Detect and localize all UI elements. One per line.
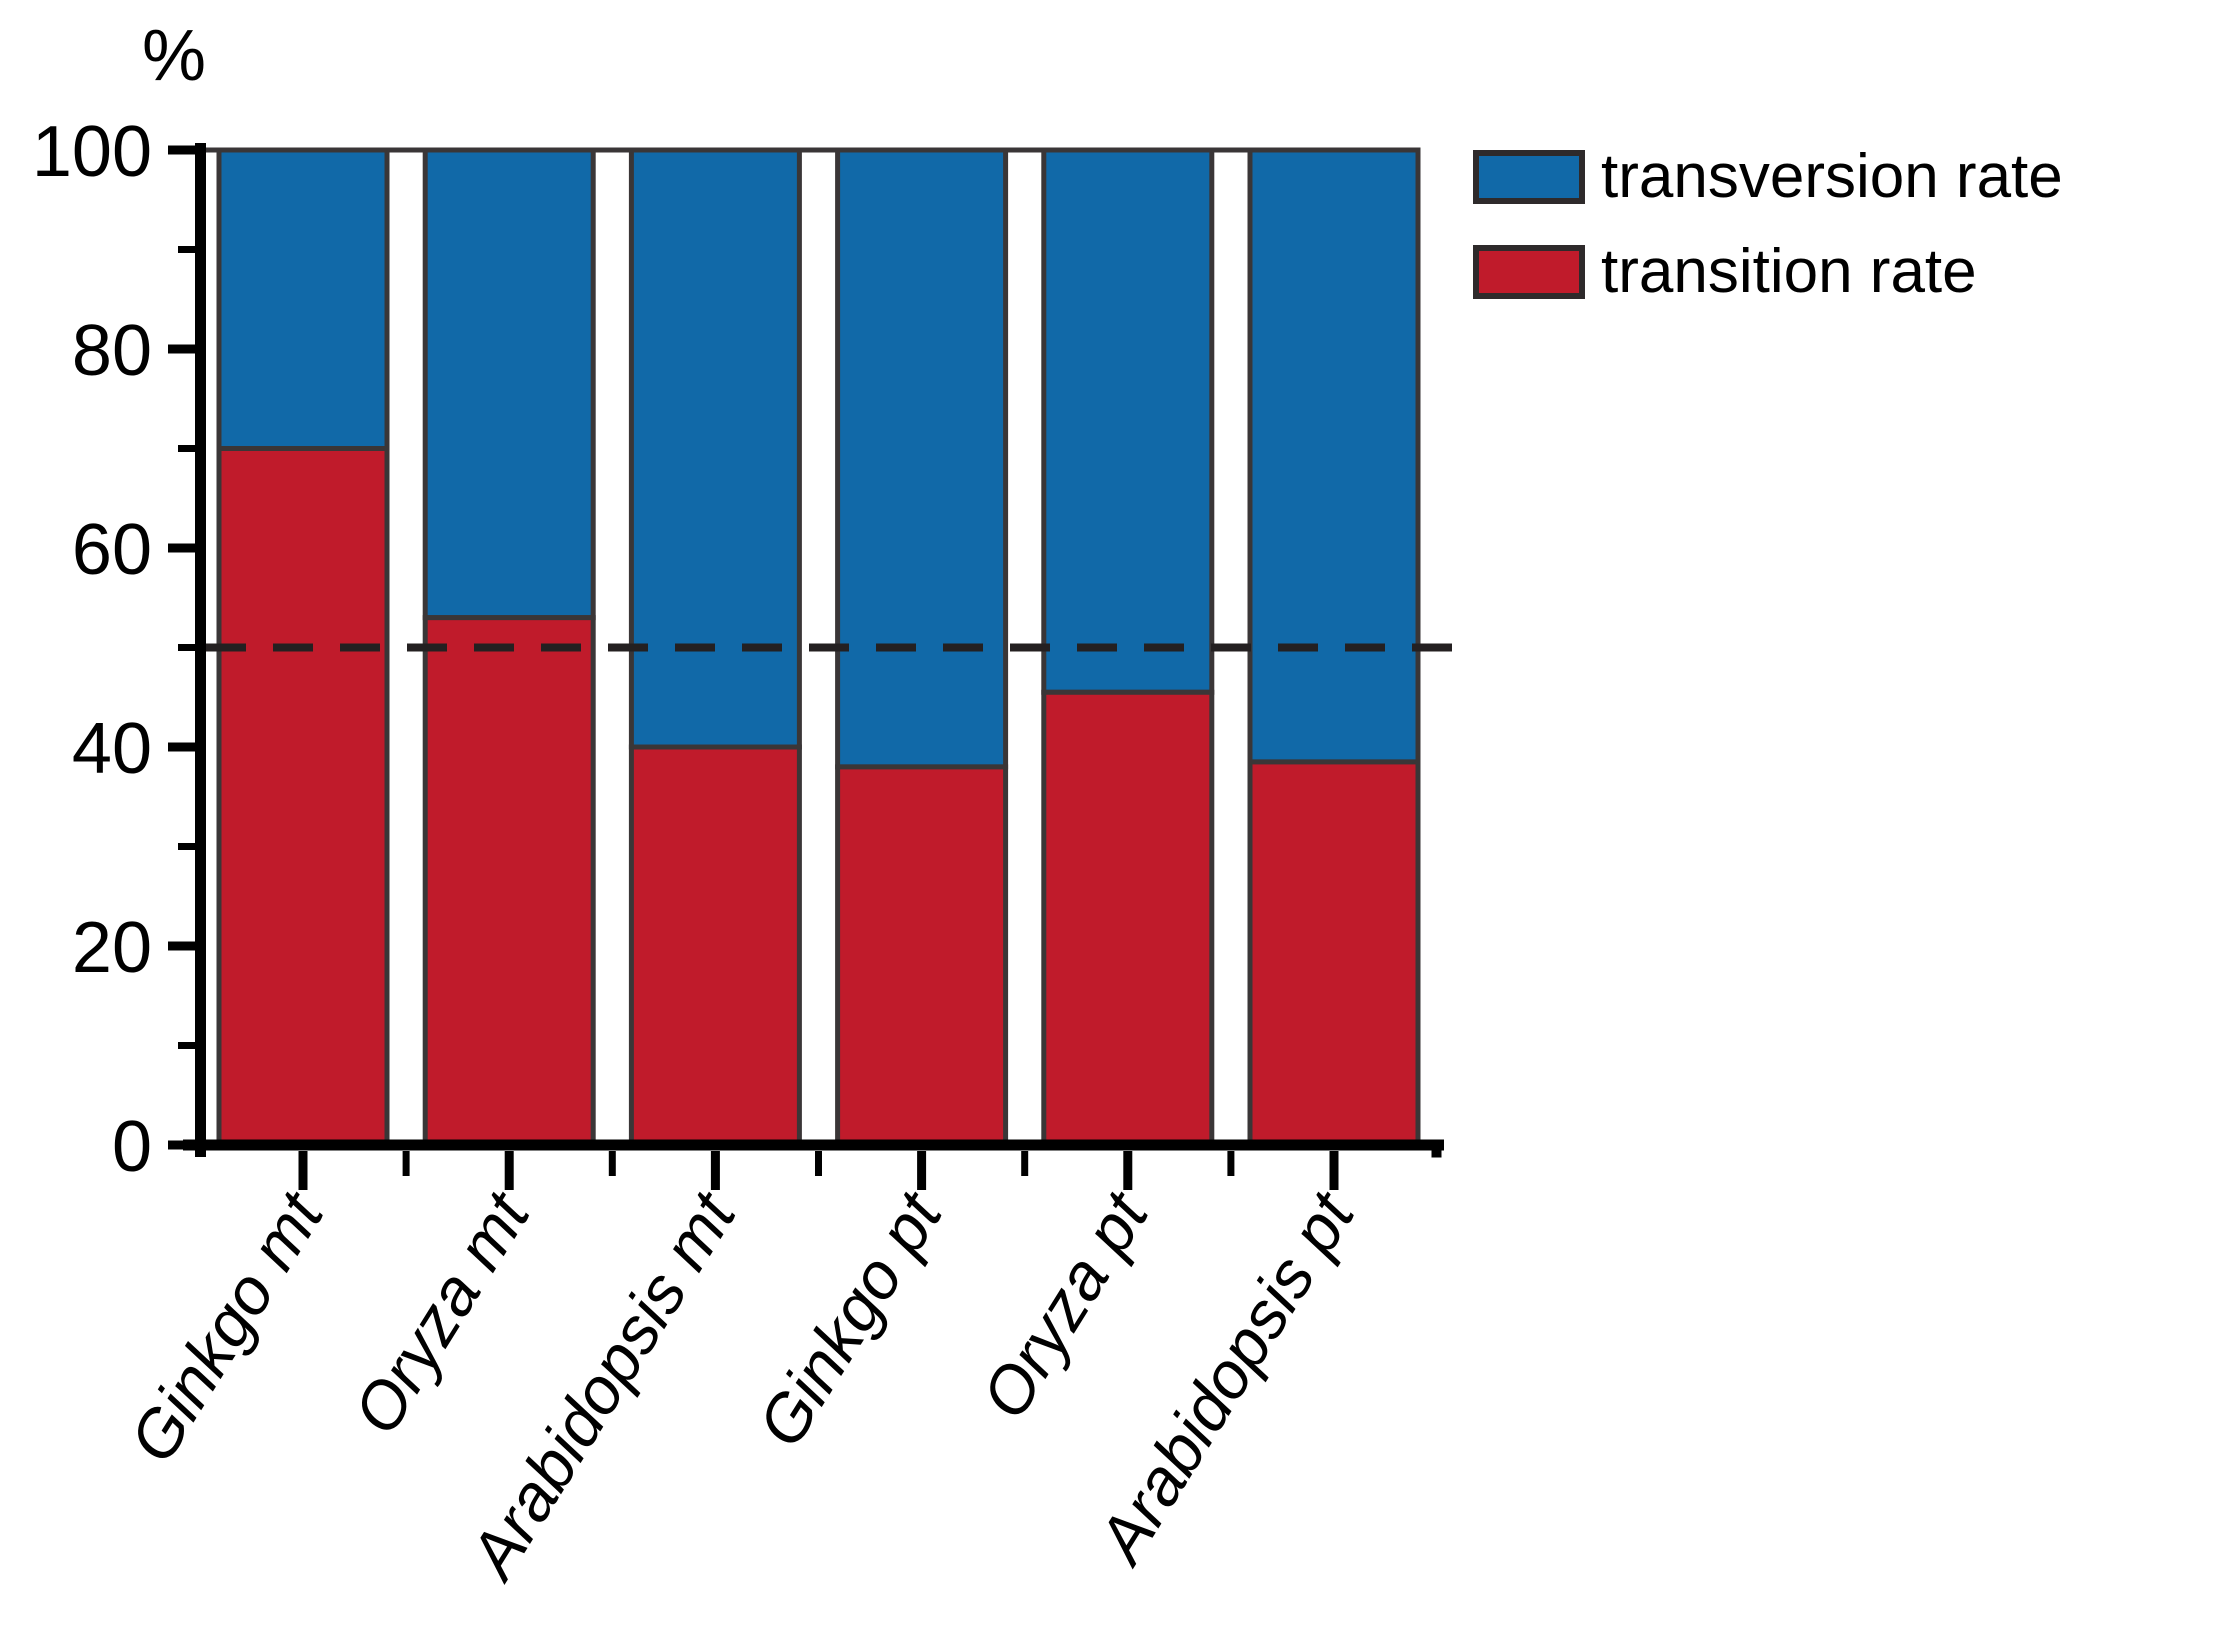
legend-label-transition: transition rate: [1601, 237, 1977, 306]
bar-segment-transversion: [1247, 147, 1421, 765]
legend-swatch-transversion-icon: [1473, 150, 1585, 204]
bar-segment-transition: [628, 744, 802, 1148]
bar-segment-transversion: [422, 147, 596, 621]
x-tick-label: Oryza pt: [967, 1178, 1163, 1431]
y-tick-label: 0: [112, 1107, 152, 1187]
bar-segment-transversion: [628, 147, 802, 750]
x-tick-label: Ginkgo mt: [115, 1178, 339, 1475]
bar-segment-transition: [1247, 759, 1421, 1148]
legend-label-transversion: transversion rate: [1601, 142, 2063, 211]
chart-legend: transversion rate transition rate: [1473, 146, 2063, 303]
y-tick-label: 80: [72, 311, 152, 391]
bar-segment-transition: [835, 764, 1009, 1148]
y-tick-label: 20: [72, 908, 152, 988]
bar-segment-transition: [422, 615, 596, 1148]
bar-segment-transition: [216, 446, 390, 1148]
bar-segment-transversion: [1041, 147, 1215, 695]
y-tick-label: 100: [32, 112, 152, 192]
y-axis-unit-label: %: [142, 16, 206, 96]
legend-swatch-transition-icon: [1473, 245, 1585, 299]
bar-segment-transition: [1041, 689, 1215, 1148]
legend-item-transition: transition rate: [1473, 241, 2063, 303]
bar-segment-transversion: [216, 147, 390, 451]
y-tick-label: 40: [72, 709, 152, 789]
x-tick-label: Oryza mt: [338, 1178, 544, 1446]
bar-segment-transversion: [835, 147, 1009, 770]
x-tick-label: Ginkgo pt: [743, 1178, 957, 1459]
y-tick-label: 60: [72, 510, 152, 590]
legend-item-transversion: transversion rate: [1473, 146, 2063, 208]
